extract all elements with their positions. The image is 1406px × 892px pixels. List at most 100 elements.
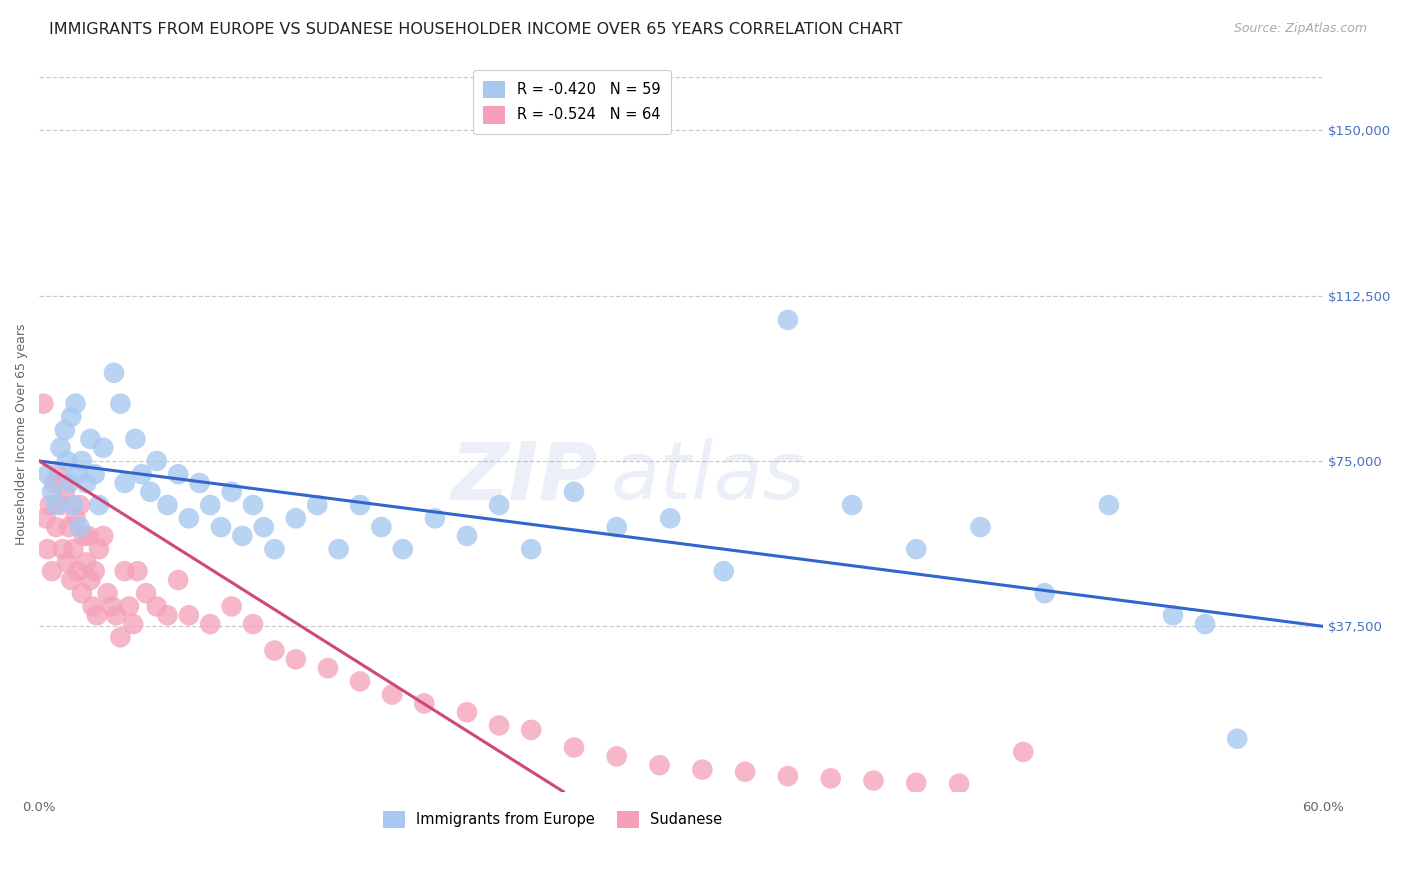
Point — [124, 432, 146, 446]
Point — [65, 397, 87, 411]
Point — [103, 366, 125, 380]
Point — [905, 776, 928, 790]
Point — [86, 608, 108, 623]
Point — [110, 397, 132, 411]
Point — [114, 476, 136, 491]
Point — [263, 542, 285, 557]
Text: atlas: atlas — [610, 438, 806, 516]
Point — [713, 564, 735, 578]
Point — [45, 520, 67, 534]
Point — [118, 599, 141, 614]
Point — [79, 432, 101, 446]
Point — [520, 542, 543, 557]
Point — [45, 498, 67, 512]
Point — [520, 723, 543, 737]
Point — [52, 542, 75, 557]
Point — [131, 467, 153, 482]
Point — [391, 542, 413, 557]
Point — [41, 484, 63, 499]
Point — [70, 586, 93, 600]
Point — [49, 441, 72, 455]
Point — [1194, 617, 1216, 632]
Point — [692, 763, 714, 777]
Point — [776, 313, 799, 327]
Point — [188, 476, 211, 491]
Point — [423, 511, 446, 525]
Y-axis label: Householder Income Over 65 years: Householder Income Over 65 years — [15, 324, 28, 545]
Point — [53, 484, 76, 499]
Point — [37, 542, 59, 557]
Point — [110, 630, 132, 644]
Point — [65, 511, 87, 525]
Point — [177, 608, 200, 623]
Point — [253, 520, 276, 534]
Text: IMMIGRANTS FROM EUROPE VS SUDANESE HOUSEHOLDER INCOME OVER 65 YEARS CORRELATION : IMMIGRANTS FROM EUROPE VS SUDANESE HOUSE… — [49, 22, 903, 37]
Point — [70, 454, 93, 468]
Point — [53, 423, 76, 437]
Point — [69, 498, 91, 512]
Point — [60, 573, 83, 587]
Point — [62, 498, 84, 512]
Point — [83, 564, 105, 578]
Point — [209, 520, 232, 534]
Point — [77, 529, 100, 543]
Point — [91, 529, 114, 543]
Point — [862, 773, 884, 788]
Point — [969, 520, 991, 534]
Point — [58, 476, 80, 491]
Point — [820, 772, 842, 786]
Point — [127, 564, 149, 578]
Point — [370, 520, 392, 534]
Point — [606, 520, 628, 534]
Point — [1161, 608, 1184, 623]
Point — [200, 617, 222, 632]
Point — [41, 564, 63, 578]
Text: ZIP: ZIP — [450, 438, 598, 516]
Point — [82, 599, 104, 614]
Point — [83, 467, 105, 482]
Point — [91, 441, 114, 455]
Point — [659, 511, 682, 525]
Point — [221, 599, 243, 614]
Point — [48, 467, 70, 482]
Point — [62, 542, 84, 557]
Point — [167, 467, 190, 482]
Point — [284, 511, 307, 525]
Point — [349, 674, 371, 689]
Point — [114, 564, 136, 578]
Point — [488, 498, 510, 512]
Point — [905, 542, 928, 557]
Point — [97, 586, 120, 600]
Point — [58, 520, 80, 534]
Point — [231, 529, 253, 543]
Point — [1012, 745, 1035, 759]
Point — [34, 511, 56, 525]
Point — [200, 498, 222, 512]
Point — [841, 498, 863, 512]
Point — [328, 542, 350, 557]
Point — [37, 467, 59, 482]
Point — [101, 599, 124, 614]
Point — [156, 498, 179, 512]
Point — [73, 529, 96, 543]
Point — [1033, 586, 1056, 600]
Point — [456, 705, 478, 719]
Point — [316, 661, 339, 675]
Point — [606, 749, 628, 764]
Point — [167, 573, 190, 587]
Text: Source: ZipAtlas.com: Source: ZipAtlas.com — [1233, 22, 1367, 36]
Point — [242, 498, 264, 512]
Point — [562, 740, 585, 755]
Point — [284, 652, 307, 666]
Point — [105, 608, 128, 623]
Point — [177, 511, 200, 525]
Point — [156, 608, 179, 623]
Point — [87, 498, 110, 512]
Point — [75, 555, 97, 569]
Point — [242, 617, 264, 632]
Point — [79, 573, 101, 587]
Point — [734, 764, 756, 779]
Point — [49, 498, 72, 512]
Point — [135, 586, 157, 600]
Point — [413, 697, 436, 711]
